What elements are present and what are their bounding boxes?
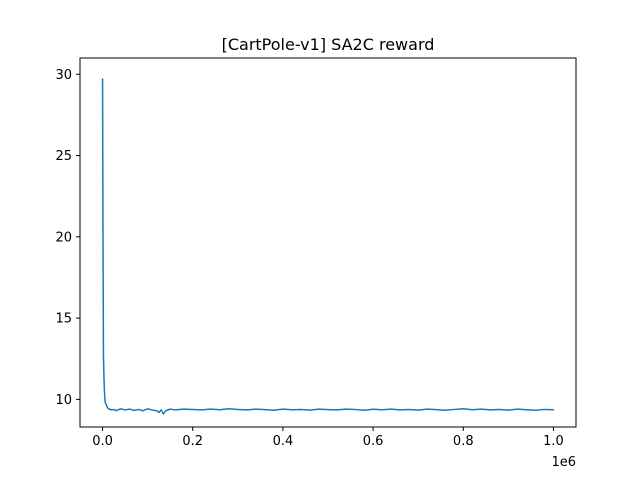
x-tick-label: 1.0 (543, 434, 564, 449)
series-line-0 (101, 78, 555, 415)
series-layer (101, 78, 555, 415)
y-tick-label: 25 (55, 149, 72, 164)
x-tick-label: 0.8 (453, 434, 474, 449)
chart-title: [CartPole-v1] SA2C reward (222, 35, 435, 54)
x-tick-label: 0.6 (363, 434, 384, 449)
y-tick-label: 15 (55, 312, 72, 327)
x-axis-offset-label: 1e6 (551, 455, 576, 470)
x-tick-label: 0.2 (182, 434, 203, 449)
x-axis-ticks: 0.0 0.2 0.4 0.6 0.8 1.0 (92, 427, 564, 449)
y-axis-ticks: 10 15 20 25 30 (55, 68, 80, 408)
y-tick-label: 10 (55, 393, 72, 408)
plot-frame (79, 57, 577, 428)
y-tick-label: 30 (55, 68, 72, 83)
x-tick-label: 0.0 (92, 434, 113, 449)
y-tick-label: 20 (55, 230, 72, 245)
x-tick-label: 0.4 (273, 434, 294, 449)
